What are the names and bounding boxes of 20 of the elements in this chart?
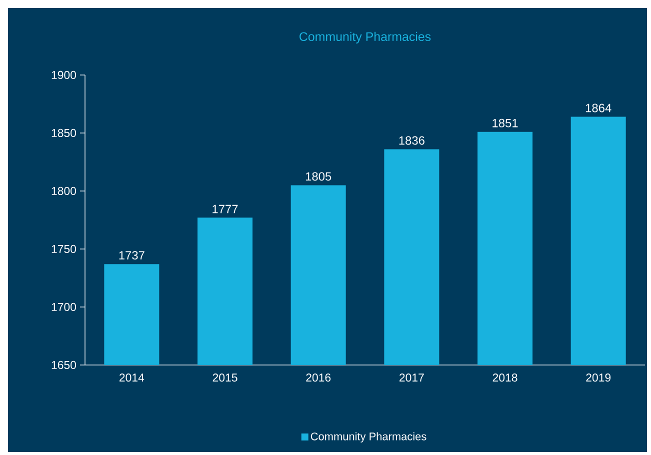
data-label: 1777 — [212, 204, 238, 214]
x-tick-label: 2017 — [400, 374, 424, 382]
data-label: 1737 — [119, 251, 144, 260]
x-tick-label: 2019 — [586, 374, 611, 382]
chart-title: Community Pharmacies — [300, 32, 431, 44]
y-tick-label: 1650 — [52, 360, 76, 370]
y-tick-label: 1800 — [52, 186, 76, 196]
y-tick-label: 1700 — [52, 302, 76, 312]
x-tick-label: 2015 — [212, 374, 238, 382]
y-tick-label: 1750 — [52, 244, 76, 254]
data-label: 1864 — [586, 104, 612, 112]
data-label: 1805 — [306, 172, 332, 181]
x-tick-label: 2018 — [492, 374, 518, 382]
y-tick-label: 1900 — [52, 70, 76, 80]
x-tick-label: 2014 — [120, 374, 144, 382]
x-tick-label: 2016 — [306, 374, 331, 382]
y-tick-label: 1850 — [52, 128, 76, 138]
data-label: 1851 — [492, 118, 518, 128]
data-label: 1836 — [399, 136, 424, 145]
legend-label: Community Pharmacies — [310, 432, 426, 442]
